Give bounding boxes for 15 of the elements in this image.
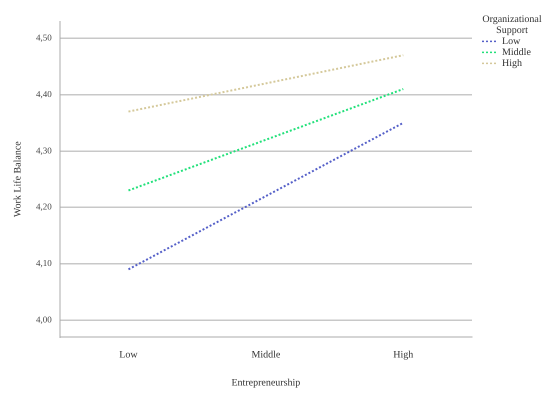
y-tick-label: 4,20	[36, 202, 52, 212]
legend-label: High	[502, 58, 522, 70]
legend-title: Organizational Support	[482, 14, 542, 36]
y-tick-label: 4,10	[36, 258, 52, 268]
x-tick-label: Low	[119, 350, 138, 361]
x-tick-label: High	[393, 350, 414, 361]
legend-label: Low	[502, 36, 522, 48]
y-tick-label: 4,50	[36, 32, 52, 43]
legend-label: Middle	[502, 47, 532, 58]
y-tick-label: 4,30	[36, 145, 52, 156]
x-tick-label: Middle	[251, 350, 281, 361]
y-tick-label: 4,00	[36, 314, 52, 324]
y-tick-label: 4,40	[36, 89, 52, 100]
y-axis-title: Work Life Balance	[12, 140, 24, 218]
x-axis-title: Entrepreneurship	[231, 378, 300, 389]
